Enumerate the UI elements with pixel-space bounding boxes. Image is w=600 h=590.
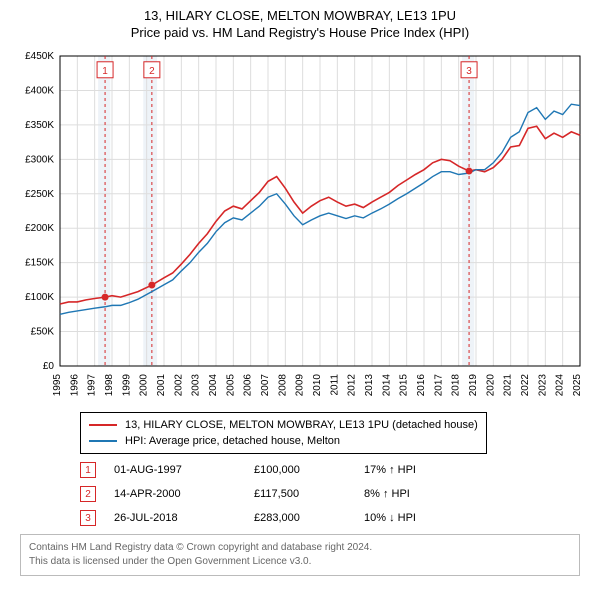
sale-price: £100,000 [254,464,364,476]
svg-text:2020: 2020 [485,374,496,397]
svg-text:1996: 1996 [69,374,80,397]
sale-pct: 10% ↓ HPI [364,512,484,524]
svg-text:2004: 2004 [208,374,219,397]
svg-text:£450K: £450K [25,51,54,62]
svg-text:2015: 2015 [399,374,410,397]
svg-text:£350K: £350K [25,120,54,131]
svg-text:1999: 1999 [121,374,132,397]
legend-label-price: 13, HILARY CLOSE, MELTON MOWBRAY, LE13 1… [125,417,478,433]
disclaimer-line2: This data is licensed under the Open Gov… [29,555,571,569]
sale-badge: 3 [80,510,96,526]
svg-text:2013: 2013 [364,374,375,397]
sale-pct: 17% ↑ HPI [364,464,484,476]
svg-text:£250K: £250K [25,189,54,200]
svg-text:2017: 2017 [433,374,444,397]
sale-price: £283,000 [254,512,364,524]
chart-container: 13, HILARY CLOSE, MELTON MOWBRAY, LE13 1… [0,0,600,590]
legend-row-price: 13, HILARY CLOSE, MELTON MOWBRAY, LE13 1… [89,417,478,433]
sale-badge: 2 [80,486,96,502]
svg-text:1: 1 [102,66,108,77]
svg-text:2006: 2006 [243,374,254,397]
legend-row-hpi: HPI: Average price, detached house, Melt… [89,433,478,449]
svg-text:£50K: £50K [31,327,55,338]
svg-text:2019: 2019 [468,374,479,397]
svg-text:1995: 1995 [52,374,63,397]
svg-text:2014: 2014 [381,374,392,397]
svg-text:2023: 2023 [537,374,548,397]
sale-price: £117,500 [254,488,364,500]
svg-text:2021: 2021 [503,374,514,397]
sale-date: 14-APR-2000 [114,488,254,500]
svg-text:1997: 1997 [87,374,98,397]
legend-label-hpi: HPI: Average price, detached house, Melt… [125,433,340,449]
sale-date: 01-AUG-1997 [114,464,254,476]
svg-text:£300K: £300K [25,154,54,165]
sale-rows: 1 01-AUG-1997 £100,000 17% ↑ HPI 2 14-AP… [80,462,590,526]
chart-area: £0 £50K £100K £150K £200K £250K £300K £350K £400… [10,46,590,406]
svg-text:£0: £0 [43,361,55,372]
svg-text:2002: 2002 [173,374,184,397]
sale-badge: 1 [80,462,96,478]
chart-svg: £0 £50K £100K £150K £200K £250K £300K £350K £400… [10,46,590,406]
title-block: 13, HILARY CLOSE, MELTON MOWBRAY, LE13 1… [10,8,590,40]
title-subtitle: Price paid vs. HM Land Registry's House … [10,25,590,40]
legend: 13, HILARY CLOSE, MELTON MOWBRAY, LE13 1… [80,412,487,454]
svg-text:2001: 2001 [156,374,167,397]
svg-text:2016: 2016 [416,374,427,397]
svg-text:2007: 2007 [260,374,271,397]
svg-text:2000: 2000 [139,374,150,397]
sale-row: 2 14-APR-2000 £117,500 8% ↑ HPI [80,486,590,502]
svg-text:£400K: £400K [25,85,54,96]
svg-text:2024: 2024 [555,374,566,397]
svg-text:2: 2 [149,66,155,77]
sale-pct: 8% ↑ HPI [364,488,484,500]
svg-text:2008: 2008 [277,374,288,397]
svg-text:3: 3 [466,66,472,77]
sale-date: 26-JUL-2018 [114,512,254,524]
svg-text:£150K: £150K [25,258,54,269]
svg-text:2018: 2018 [451,374,462,397]
legend-swatch-blue [89,440,117,442]
svg-text:£200K: £200K [25,223,54,234]
title-address: 13, HILARY CLOSE, MELTON MOWBRAY, LE13 1… [10,8,590,23]
sale-row: 1 01-AUG-1997 £100,000 17% ↑ HPI [80,462,590,478]
svg-text:1998: 1998 [104,374,115,397]
svg-text:2011: 2011 [329,374,340,396]
svg-text:2022: 2022 [520,374,531,397]
svg-text:2009: 2009 [295,374,306,397]
sale-row: 3 26-JUL-2018 £283,000 10% ↓ HPI [80,510,590,526]
svg-text:2003: 2003 [191,374,202,397]
legend-swatch-red [89,424,117,426]
svg-text:2025: 2025 [572,374,583,397]
disclaimer: Contains HM Land Registry data © Crown c… [20,534,580,576]
svg-text:£100K: £100K [25,292,54,303]
svg-text:2010: 2010 [312,374,323,397]
svg-text:2005: 2005 [225,374,236,397]
svg-text:2012: 2012 [347,374,358,397]
disclaimer-line1: Contains HM Land Registry data © Crown c… [29,541,571,555]
